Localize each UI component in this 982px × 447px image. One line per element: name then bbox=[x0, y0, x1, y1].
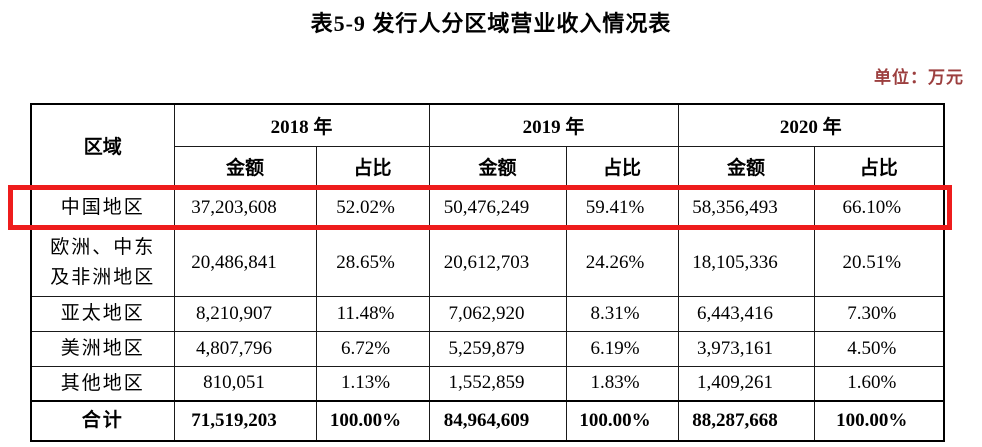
region-label: 中国地区 bbox=[30, 185, 175, 230]
amount-2019: 20,612,703 bbox=[428, 228, 567, 297]
amount-2020: 18,105,336 bbox=[677, 228, 815, 297]
total-label: 合计 bbox=[30, 400, 175, 442]
amount-2019: 5,259,879 bbox=[428, 330, 567, 367]
ratio-2018: 28.65% bbox=[315, 228, 430, 297]
amount-2019: 1,552,859 bbox=[428, 365, 567, 402]
ratio-2019: 6.19% bbox=[565, 330, 679, 367]
ratio-2018: 11.48% bbox=[315, 295, 430, 332]
amount-2018: 8,210,907 bbox=[173, 295, 317, 332]
total-amount-2019: 84,964,609 bbox=[428, 400, 567, 442]
amount-2018: 20,486,841 bbox=[173, 228, 317, 297]
column-header-ratio-2018: 占比 bbox=[315, 145, 430, 187]
region-label: 亚太地区 bbox=[30, 295, 175, 332]
total-amount-2020: 88,287,668 bbox=[677, 400, 815, 442]
total-ratio-2018: 100.00% bbox=[315, 400, 430, 442]
table-row-asia-pacific: 亚太地区 8,210,907 11.48% 7,062,920 8.31% 6,… bbox=[30, 295, 945, 332]
column-header-amount-2020: 金额 bbox=[677, 145, 815, 187]
total-ratio-2019: 100.00% bbox=[565, 400, 679, 442]
ratio-2020: 66.10% bbox=[813, 185, 945, 230]
column-header-amount-2019: 金额 bbox=[428, 145, 567, 187]
total-amount-2018: 71,519,203 bbox=[173, 400, 317, 442]
amount-2020: 1,409,261 bbox=[677, 365, 815, 402]
ratio-2020: 7.30% bbox=[813, 295, 945, 332]
ratio-2019: 59.41% bbox=[565, 185, 679, 230]
amount-2018: 37,203,608 bbox=[173, 185, 317, 230]
ratio-2020: 20.51% bbox=[813, 228, 945, 297]
column-header-year-2020: 2020 年 bbox=[677, 103, 945, 147]
table-row-china: 中国地区 37,203,608 52.02% 50,476,249 59.41%… bbox=[30, 185, 945, 230]
column-header-region: 区域 bbox=[30, 103, 175, 187]
table-row-europe-mideast-africa: 欧洲、中东 及非洲地区 20,486,841 28.65% 20,612,703… bbox=[30, 228, 945, 297]
ratio-2020: 1.60% bbox=[813, 365, 945, 402]
ratio-2019: 24.26% bbox=[565, 228, 679, 297]
ratio-2018: 6.72% bbox=[315, 330, 430, 367]
ratio-2019: 1.83% bbox=[565, 365, 679, 402]
amount-2020: 58,356,493 bbox=[677, 185, 815, 230]
amount-2020: 3,973,161 bbox=[677, 330, 815, 367]
table-header-years: 区域 2018 年 2019 年 2020 年 bbox=[30, 103, 945, 187]
column-header-year-2018: 2018 年 bbox=[173, 103, 430, 147]
table-header-metrics: 金额 占比 金额 占比 金额 占比 bbox=[31, 145, 945, 187]
revenue-by-region-table: 区域 2018 年 2019 年 2020 年 金额 占比 金额 占比 金额 占… bbox=[30, 103, 946, 442]
amount-2018: 810,051 bbox=[173, 365, 317, 402]
region-label: 欧洲、中东 及非洲地区 bbox=[30, 228, 175, 297]
column-header-year-2019: 2019 年 bbox=[428, 103, 679, 147]
table-row-total: 合计 71,519,203 100.00% 84,964,609 100.00%… bbox=[30, 400, 945, 442]
amount-2019: 50,476,249 bbox=[428, 185, 567, 230]
ratio-2018: 52.02% bbox=[315, 185, 430, 230]
total-ratio-2020: 100.00% bbox=[813, 400, 945, 442]
region-label: 美洲地区 bbox=[30, 330, 175, 367]
region-label: 其他地区 bbox=[30, 365, 175, 402]
table-row-americas: 美洲地区 4,807,796 6.72% 5,259,879 6.19% 3,9… bbox=[30, 330, 945, 367]
column-header-ratio-2020: 占比 bbox=[813, 145, 945, 187]
ratio-2019: 8.31% bbox=[565, 295, 679, 332]
table-row-other: 其他地区 810,051 1.13% 1,552,859 1.83% 1,409… bbox=[30, 365, 945, 402]
amount-2018: 4,807,796 bbox=[173, 330, 317, 367]
table-title: 表5-9 发行人分区域营业收入情况表 bbox=[310, 11, 672, 36]
column-header-amount-2018: 金额 bbox=[173, 145, 317, 187]
column-header-ratio-2019: 占比 bbox=[565, 145, 679, 187]
amount-2019: 7,062,920 bbox=[428, 295, 567, 332]
unit-note: 单位：万元 bbox=[874, 68, 964, 87]
ratio-2020: 4.50% bbox=[813, 330, 945, 367]
ratio-2018: 1.13% bbox=[315, 365, 430, 402]
amount-2020: 6,443,416 bbox=[677, 295, 815, 332]
